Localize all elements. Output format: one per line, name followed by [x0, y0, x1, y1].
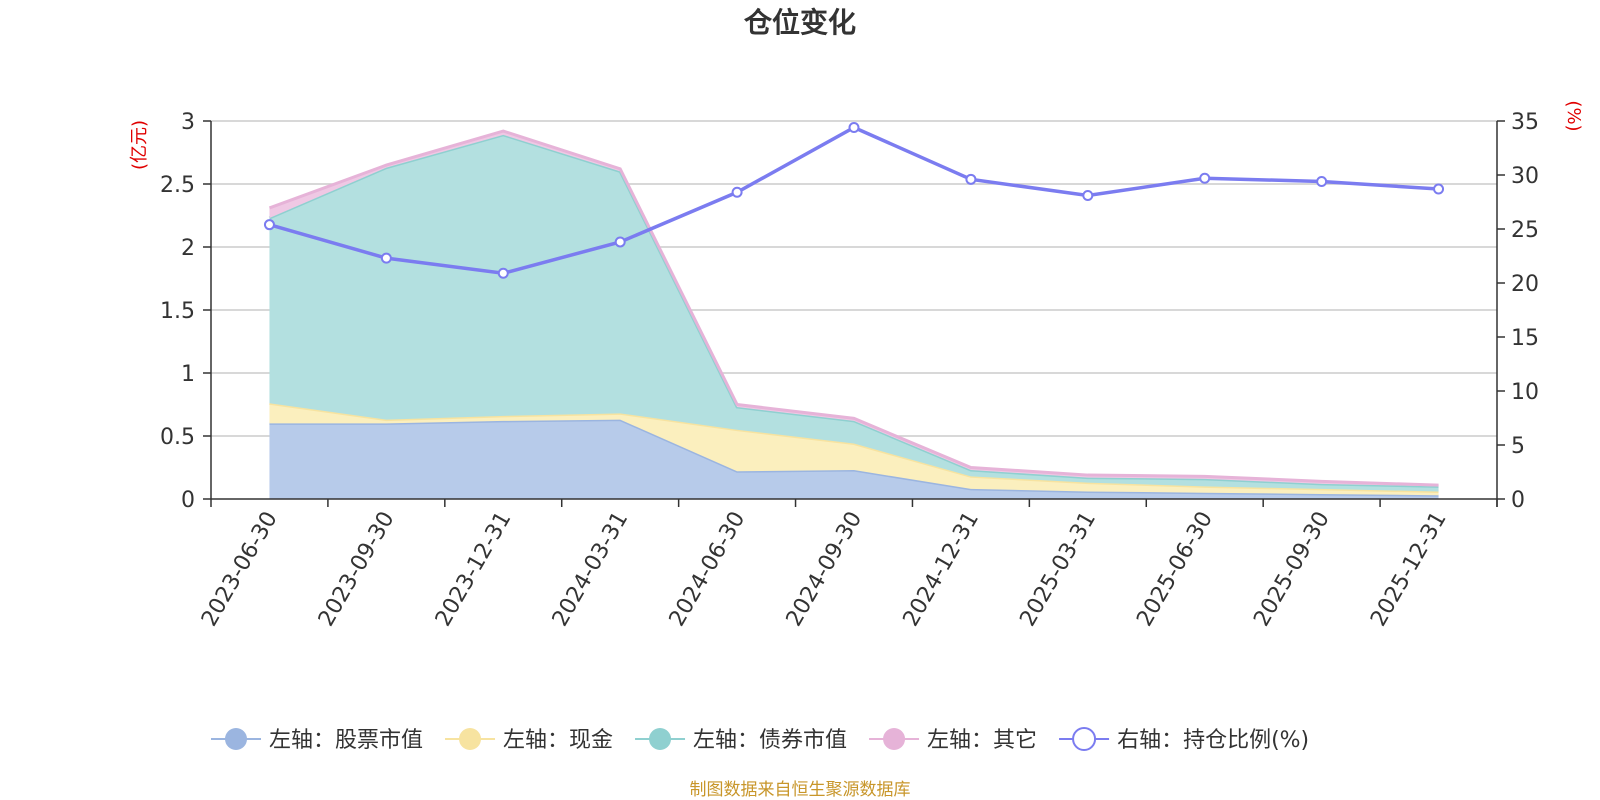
- legend-marker-icon: [225, 728, 247, 750]
- right-axis-tick-label: 25: [1511, 218, 1539, 243]
- holding-ratio-point: [1433, 183, 1445, 195]
- holding-ratio-line: [263, 121, 1445, 279]
- chart-title: 仓位变化: [744, 6, 856, 39]
- x-axis-label: 2024-06-30: [665, 508, 751, 631]
- left-axis-tick-label: 2: [181, 236, 195, 261]
- legend-marker-icon: [459, 728, 482, 750]
- left-axis-tick-label: 3: [181, 110, 195, 135]
- right-axis-tick-label: 35: [1511, 110, 1539, 135]
- x-axis-label: 2025-12-31: [1366, 508, 1452, 631]
- holding-ratio-point: [497, 267, 509, 279]
- holding-ratio-point: [1199, 172, 1211, 184]
- holding-ratio-point: [848, 121, 860, 133]
- holding-ratio-point: [731, 186, 743, 198]
- x-axis-label: 2023-09-30: [314, 508, 400, 631]
- legend-label: 左轴：其它: [927, 728, 1037, 753]
- x-axis-label: 2025-09-30: [1249, 508, 1335, 631]
- left-axis-tick-label: 2.5: [160, 173, 195, 198]
- legend-item-2[interactable]: 左轴：债券市值: [635, 728, 847, 753]
- right-axis-tick-label: 10: [1511, 380, 1539, 405]
- legend-marker-icon: [883, 728, 906, 750]
- x-axis-label: 2023-12-31: [431, 507, 517, 630]
- right-axis-tick-label: 0: [1511, 488, 1525, 513]
- left-axis-tick-label: 1.5: [160, 299, 195, 324]
- area-series-0: [269, 419, 1439, 499]
- data-source-note: 制图数据来自恒生聚源数据库: [690, 780, 911, 800]
- left-axis-tick-label: 1: [181, 362, 195, 387]
- legend-item-3[interactable]: 左轴：其它: [869, 728, 1037, 753]
- area-series-1: [269, 403, 1439, 496]
- legend[interactable]: 左轴：股票市值 左轴：现金 左轴：债券市值 左轴：其它 右轴：持仓比例(%): [211, 727, 1309, 753]
- area-series-2: [269, 134, 1439, 492]
- legend-marker-icon: [1072, 727, 1097, 751]
- stacked-areas: [268, 129, 1439, 499]
- right-axis-tick-label: 20: [1511, 272, 1539, 297]
- right-axis-unit: (%): [1563, 100, 1584, 131]
- right-axis-tick-label: 15: [1511, 326, 1539, 351]
- x-axis-label: 2024-12-31: [899, 508, 985, 631]
- legend-label: 右轴：持仓比例(%): [1117, 728, 1309, 753]
- holding-ratio-point: [965, 173, 977, 185]
- x-axis-label: 2024-03-31: [548, 508, 634, 631]
- legend-label: 左轴：现金: [503, 728, 613, 753]
- x-axis-label: 2023-06-30: [197, 508, 283, 631]
- x-axis-label: 2025-06-30: [1132, 508, 1218, 631]
- left-axis-tick-label: 0.5: [160, 425, 195, 450]
- x-axis-label: 2024-09-30: [782, 508, 868, 631]
- legend-item-1[interactable]: 左轴：现金: [445, 728, 613, 753]
- left-axis-tick-label: 0: [181, 488, 195, 513]
- holding-ratio-point: [1082, 190, 1094, 202]
- right-axis-tick-label: 30: [1511, 164, 1539, 189]
- x-axis-label: 2025-03-31: [1015, 508, 1101, 631]
- area-series-line-3: [268, 129, 1439, 487]
- legend-label: 左轴：股票市值: [269, 728, 423, 753]
- legend-marker-icon: [649, 728, 672, 750]
- legend-label: 左轴：债券市值: [693, 728, 847, 753]
- holding-ratio-point: [263, 219, 275, 231]
- legend-item-4[interactable]: 右轴：持仓比例(%): [1059, 727, 1309, 753]
- left-axis-unit: (亿元): [129, 120, 150, 170]
- holding-ratio-point: [614, 236, 626, 248]
- holding-ratio-point: [380, 252, 392, 264]
- legend-item-0[interactable]: 左轴：股票市值: [211, 728, 423, 753]
- right-axis-tick-label: 5: [1511, 434, 1525, 459]
- holding-ratio-point: [1316, 175, 1328, 187]
